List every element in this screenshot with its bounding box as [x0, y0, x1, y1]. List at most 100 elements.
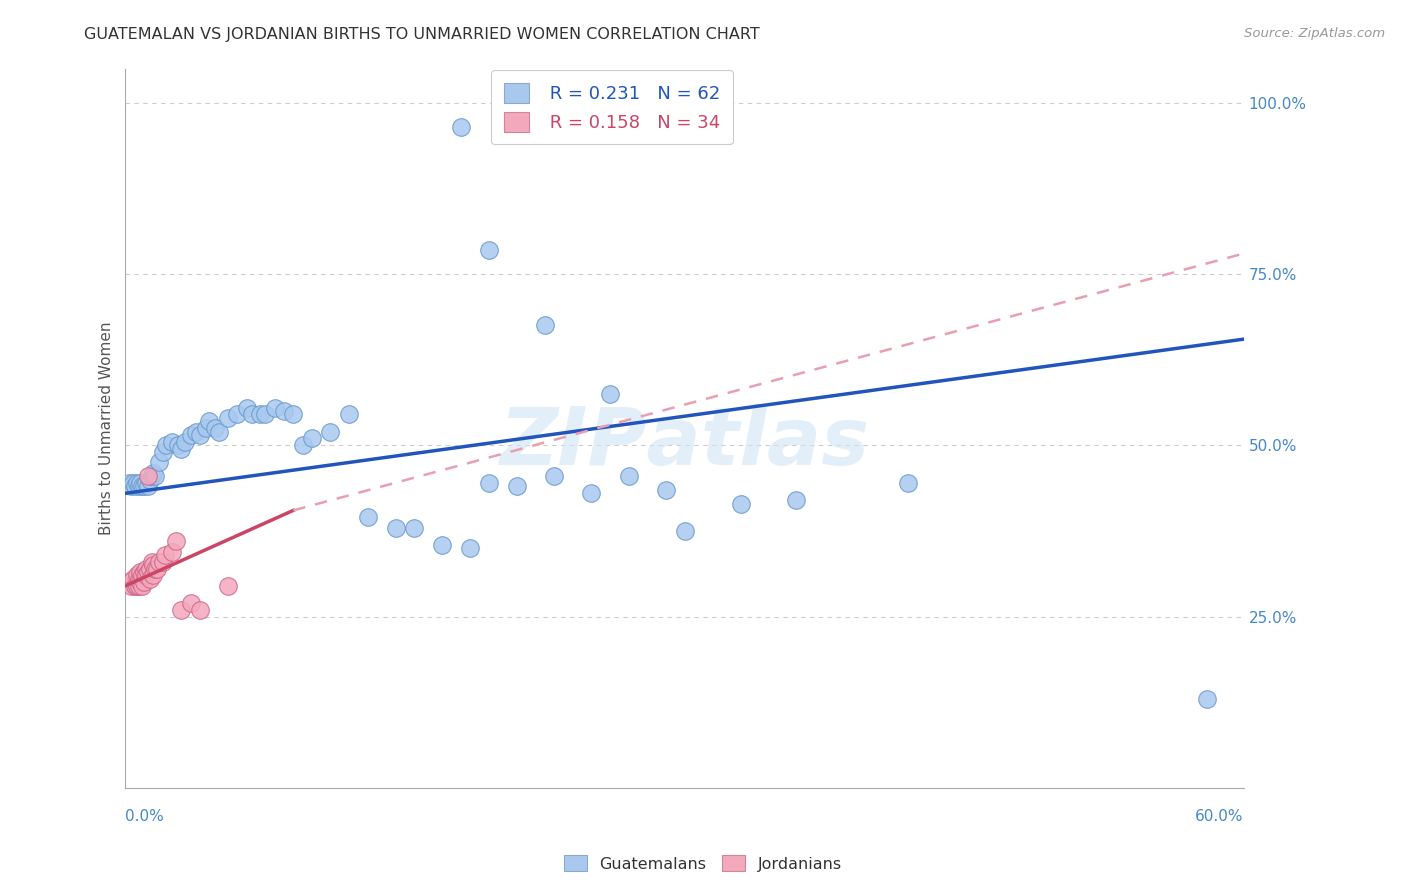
Point: [125, 579, 148, 593]
Point: [141, 555, 163, 569]
Point: [128, 572, 150, 586]
Point: [180, 428, 202, 442]
Point: [124, 579, 146, 593]
Point: [132, 479, 155, 493]
Point: [160, 544, 183, 558]
Point: [141, 469, 163, 483]
Point: [581, 486, 603, 500]
Point: [170, 442, 193, 456]
Point: [1195, 691, 1218, 706]
Point: [136, 479, 159, 493]
Point: [148, 455, 170, 469]
Point: [217, 579, 239, 593]
Point: [174, 434, 197, 449]
Point: [730, 497, 752, 511]
Point: [129, 565, 152, 579]
Point: [143, 561, 166, 575]
Point: [142, 558, 165, 573]
Point: [135, 568, 157, 582]
Point: [138, 561, 160, 575]
Point: [458, 541, 481, 555]
Point: [478, 243, 501, 257]
Point: [283, 408, 305, 422]
Point: [254, 408, 277, 422]
Point: [131, 579, 153, 593]
Point: [166, 438, 188, 452]
Point: [120, 479, 142, 493]
Text: 60.0%: 60.0%: [1195, 809, 1244, 824]
Point: [153, 548, 176, 562]
Point: [118, 475, 141, 490]
Point: [138, 473, 160, 487]
Point: [142, 568, 165, 582]
Point: [291, 438, 314, 452]
Point: [226, 408, 249, 422]
Legend: Guatemalans, Jordanians: Guatemalans, Jordanians: [557, 847, 849, 880]
Point: [543, 469, 565, 483]
Point: [785, 493, 807, 508]
Point: [155, 438, 177, 452]
Point: [152, 445, 174, 459]
Point: [132, 575, 155, 590]
Text: GUATEMALAN VS JORDANIAN BIRTHS TO UNMARRIED WOMEN CORRELATION CHART: GUATEMALAN VS JORDANIAN BIRTHS TO UNMARR…: [84, 27, 761, 42]
Point: [506, 479, 529, 493]
Point: [135, 561, 157, 575]
Point: [432, 538, 454, 552]
Point: [122, 475, 145, 490]
Point: [478, 475, 501, 490]
Point: [188, 428, 211, 442]
Point: [136, 469, 159, 483]
Point: [129, 475, 152, 490]
Point: [194, 421, 217, 435]
Point: [337, 408, 360, 422]
Point: [125, 475, 148, 490]
Point: [384, 520, 406, 534]
Legend:  R = 0.231   N = 62,  R = 0.158   N = 34: R = 0.231 N = 62, R = 0.158 N = 34: [491, 70, 733, 145]
Point: [599, 387, 621, 401]
Point: [170, 603, 193, 617]
Point: [165, 534, 187, 549]
Point: [204, 421, 226, 435]
Point: [208, 425, 231, 439]
Text: Source: ZipAtlas.com: Source: ZipAtlas.com: [1244, 27, 1385, 40]
Point: [131, 568, 153, 582]
Point: [357, 510, 380, 524]
Point: [131, 479, 153, 493]
Point: [132, 565, 155, 579]
Point: [143, 469, 166, 483]
Point: [404, 520, 426, 534]
Point: [198, 414, 221, 428]
Point: [263, 401, 285, 415]
Point: [249, 408, 271, 422]
Y-axis label: Births to Unmarried Women: Births to Unmarried Women: [100, 321, 114, 535]
Point: [124, 479, 146, 493]
Point: [897, 475, 920, 490]
Point: [217, 411, 239, 425]
Point: [142, 466, 165, 480]
Text: 0.0%: 0.0%: [125, 809, 165, 824]
Point: [138, 572, 160, 586]
Point: [152, 555, 174, 569]
Point: [125, 568, 148, 582]
Point: [655, 483, 678, 497]
Point: [129, 575, 152, 590]
Point: [120, 579, 142, 593]
Point: [128, 579, 150, 593]
Point: [617, 469, 640, 483]
Point: [235, 401, 257, 415]
Point: [240, 408, 263, 422]
Point: [136, 565, 159, 579]
Point: [128, 479, 150, 493]
Point: [273, 404, 295, 418]
Point: [135, 475, 157, 490]
Point: [186, 425, 208, 439]
Point: [122, 572, 145, 586]
Point: [534, 318, 557, 333]
Point: [118, 575, 141, 590]
Point: [146, 561, 169, 575]
Point: [450, 120, 472, 134]
Point: [673, 524, 696, 538]
Point: [319, 425, 342, 439]
Point: [148, 555, 170, 569]
Text: ZIP​atlas: ZIP​atlas: [499, 403, 870, 482]
